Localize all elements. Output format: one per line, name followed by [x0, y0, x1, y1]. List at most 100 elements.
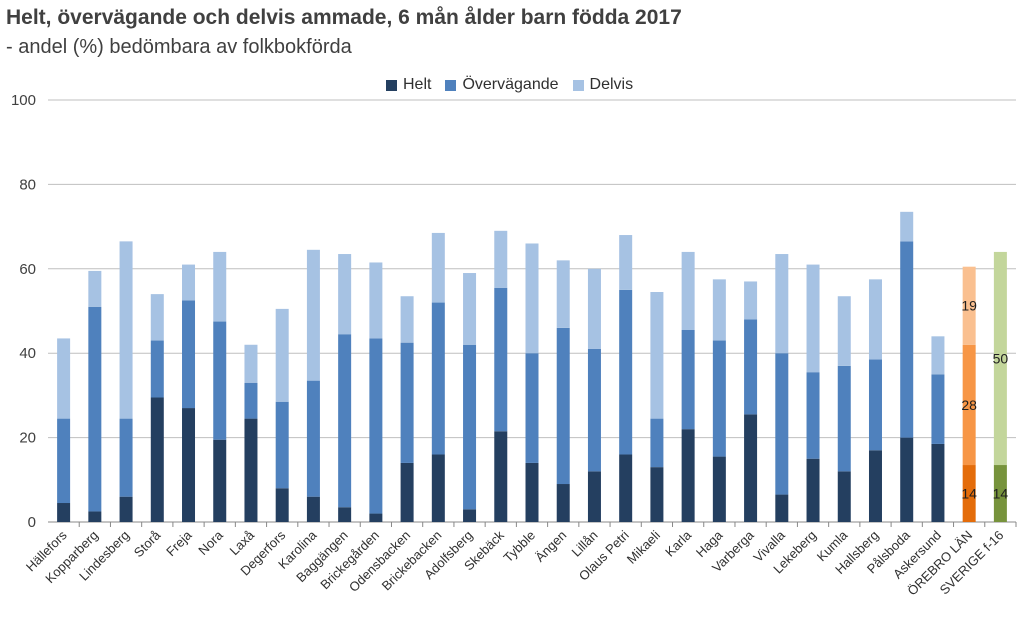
bar-helt-adolfsberg — [463, 509, 477, 522]
x-tick-label-freja: Freja — [163, 527, 195, 559]
legend-label-delvis: Delvis — [589, 76, 634, 93]
bar-delvis-freja — [182, 264, 196, 301]
bar-övervägande-askersund — [931, 374, 945, 444]
bar-övervägande-degerfors — [275, 401, 289, 489]
legend-swatch-overvagande — [445, 79, 457, 91]
bar-övervägande-karla — [681, 329, 695, 430]
bar-delvis-skebäck — [494, 230, 508, 288]
bar-delvis-hallsberg — [868, 279, 882, 360]
data-label: 19 — [961, 298, 977, 314]
legend-item-overvagande: Övervägande — [445, 76, 559, 94]
bar-övervägande-vivalla — [775, 353, 789, 495]
bar-delvis-örebro-län — [962, 266, 976, 345]
bar-övervägande-odensbacken — [400, 342, 414, 463]
bar-helt-karolina — [306, 496, 320, 522]
legend-swatch-delvis — [572, 79, 584, 91]
bar-delvis-laxå — [244, 344, 258, 383]
bar-helt-laxå — [244, 418, 258, 522]
bar-övervägande-lindesberg — [119, 418, 133, 497]
data-label: 50 — [993, 350, 1009, 366]
y-tick-label: 40 — [19, 345, 36, 362]
bar-helt-haga — [712, 456, 726, 522]
x-tick-label-nora: Nora — [195, 527, 226, 558]
bar-övervägande-tybble — [525, 353, 539, 463]
bar-helt-kumla — [837, 471, 851, 522]
bar-delvis-vivalla — [775, 254, 789, 354]
x-tick-label-karla: Karla — [662, 527, 695, 560]
bar-delvis-hällefors — [57, 338, 71, 419]
bar-helt-hällefors — [57, 503, 71, 522]
bar-helt-örebro-län — [962, 465, 976, 522]
x-tick-label-tybble: Tybble — [500, 528, 538, 566]
bar-övervägande-karolina — [306, 380, 320, 497]
y-tick-label: 0 — [28, 514, 36, 531]
bar-helt-karla — [681, 429, 695, 522]
bar-helt-lindesberg — [119, 496, 133, 522]
bar-helt-odensbacken — [400, 462, 414, 522]
bar-helt-askersund — [931, 443, 945, 522]
bar-helt-kopparberg — [88, 511, 102, 522]
bar-övervägande-nora — [213, 321, 227, 440]
bar-helt-brickegården — [369, 513, 383, 522]
bar-helt-hallsberg — [868, 450, 882, 522]
bar-övervägande-olaus-petri — [619, 289, 633, 455]
bar-delvis-ängen — [556, 260, 570, 328]
bar-delvis-lindesberg — [119, 241, 133, 419]
y-tick-label: 20 — [19, 430, 36, 447]
bar-övervägande-lillån — [587, 348, 601, 472]
bar-delvis-brickegården — [369, 262, 383, 339]
legend-label-helt: Helt — [403, 76, 432, 93]
y-tick-label: 100 — [11, 92, 36, 109]
y-tick-label: 80 — [19, 176, 36, 193]
bar-helt-nora — [213, 439, 227, 522]
bar-delvis-storå — [150, 294, 164, 341]
bar-delvis-odensbacken — [400, 296, 414, 343]
bar-övervägande-kumla — [837, 365, 851, 472]
bar-övervägande-laxå — [244, 382, 258, 419]
bar-delvis-karolina — [306, 249, 320, 381]
bar-helt-freja — [182, 408, 196, 522]
bar-helt-pålsboda — [900, 437, 914, 522]
bar-övervägande-storå — [150, 340, 164, 398]
bar-delvis-lekeberg — [806, 264, 820, 373]
bar-helt-brickebacken — [431, 454, 445, 522]
bar-övervägande-freja — [182, 300, 196, 409]
bar-helt-mikaeli — [650, 467, 664, 522]
legend-label-overvagande: Övervägande — [462, 76, 559, 93]
bar-delvis-askersund — [931, 336, 945, 375]
bar-helt-sverige-f-16 — [993, 465, 1007, 522]
bar-delvis-karla — [681, 251, 695, 330]
bar-delvis-brickebacken — [431, 232, 445, 303]
bar-helt-olaus-petri — [619, 454, 633, 522]
bar-helt-ängen — [556, 484, 570, 522]
bar-övervägande-brickebacken — [431, 302, 445, 455]
chart-title: Helt, övervägande och delvis ammade, 6 m… — [6, 6, 682, 29]
bar-övervägande-varberga — [744, 319, 758, 415]
bar-övervägande-lekeberg — [806, 372, 820, 459]
bar-övervägande-brickegården — [369, 338, 383, 514]
data-label: 14 — [993, 486, 1009, 502]
bar-delvis-kumla — [837, 296, 851, 366]
bar-helt-storå — [150, 397, 164, 522]
x-tick-label-storå: Storå — [131, 527, 164, 560]
bar-övervägande-hallsberg — [868, 359, 882, 451]
legend-swatch-helt — [386, 79, 397, 91]
bar-övervägande-mikaeli — [650, 418, 664, 468]
bar-övervägande-kopparberg — [88, 306, 102, 512]
bar-helt-lekeberg — [806, 458, 820, 522]
bar-övervägande-adolfsberg — [463, 344, 477, 510]
bar-delvis-baggängen — [338, 254, 352, 335]
bar-delvis-lillån — [587, 268, 601, 349]
bar-delvis-sverige-f-16 — [993, 251, 1007, 466]
bar-helt-lillån — [587, 471, 601, 522]
chart-legend: Helt Övervägande Delvis — [386, 76, 633, 94]
bar-helt-skebäck — [494, 431, 508, 522]
bar-övervägande-baggängen — [338, 334, 352, 508]
bar-helt-degerfors — [275, 488, 289, 522]
bar-övervägande-hällefors — [57, 418, 71, 504]
x-tick-label-mikaeli: Mikaeli — [624, 527, 663, 566]
y-tick-label: 60 — [19, 261, 36, 278]
bar-delvis-nora — [213, 251, 227, 322]
bar-delvis-adolfsberg — [463, 273, 477, 345]
